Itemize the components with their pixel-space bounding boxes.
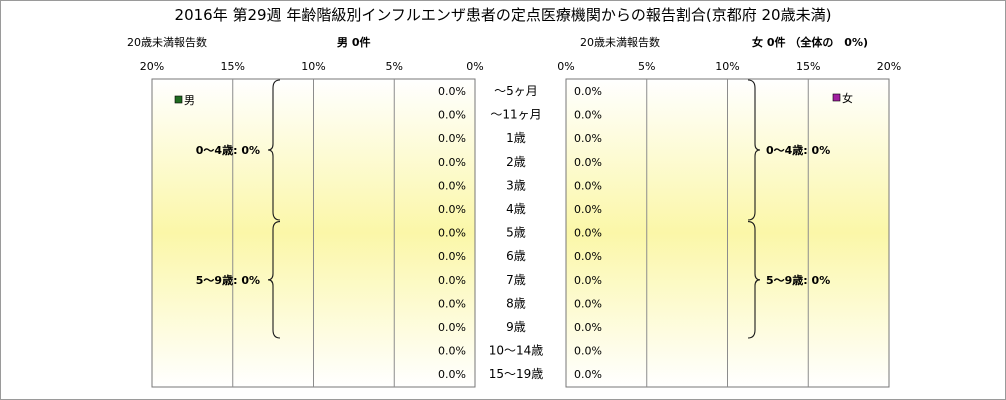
age-category-label: 10～14歳 (489, 344, 544, 358)
male-data-label: 0.0% (438, 227, 466, 240)
female-data-label: 0.0% (574, 109, 602, 122)
right-x-tick-label: 15% (796, 60, 820, 73)
age-category-label: 2歳 (506, 155, 526, 169)
left-x-tick-label: 5% (386, 60, 403, 73)
male-data-label: 0.0% (438, 203, 466, 216)
chart-title: 2016年 第29週 年齢階級別インフルエンザ患者の定点医療機関からの報告割合(… (174, 6, 832, 24)
right-age-group-brace (747, 79, 761, 221)
age-category-label: 4歳 (506, 202, 526, 216)
male-data-label: 0.0% (438, 297, 466, 310)
female-data-label: 0.0% (574, 227, 602, 240)
male-data-label: 0.0% (438, 321, 466, 334)
male-data-label: 0.0% (438, 368, 466, 381)
female-data-label: 0.0% (574, 203, 602, 216)
age-category-label: 7歳 (506, 273, 526, 287)
female-legend-label: 女 (842, 91, 853, 105)
male-data-label: 0.0% (438, 250, 466, 263)
right-x-tick-label: 20% (877, 60, 901, 73)
male-data-label: 0.0% (438, 132, 466, 145)
left-x-tick-label: 20% (140, 60, 164, 73)
age-category-label: 9歳 (506, 320, 526, 334)
male-data-label: 0.0% (438, 345, 466, 358)
left-x-tick-label: 0% (466, 60, 483, 73)
female-data-label: 0.0% (574, 132, 602, 145)
right-header: 女 0件 （全体の 0%) (752, 36, 869, 49)
female-legend-swatch (832, 93, 841, 102)
right-x-tick-label: 0% (557, 60, 574, 73)
female-data-label: 0.0% (574, 250, 602, 263)
right-age-group-brace (747, 221, 761, 339)
male-data-label: 0.0% (438, 85, 466, 98)
male-data-label: 0.0% (438, 109, 466, 122)
right-x-tick-label: 5% (638, 60, 655, 73)
right-age-group-label: 0～4歳: 0% (766, 143, 830, 157)
left-x-tick-label: 15% (221, 60, 245, 73)
female-data-label: 0.0% (574, 274, 602, 287)
female-data-label: 0.0% (574, 297, 602, 310)
right-count-label: 20歳未満報告数 (580, 36, 660, 49)
age-category-label: 5歳 (506, 226, 526, 240)
left-age-group-brace (267, 79, 281, 221)
female-data-label: 0.0% (574, 345, 602, 358)
male-legend-swatch (174, 95, 183, 104)
age-category-label: 15～19歳 (489, 367, 544, 381)
female-data-label: 0.0% (574, 85, 602, 98)
female-data-label: 0.0% (574, 179, 602, 192)
male-legend-label: 男 (184, 94, 195, 107)
age-category-label: 3歳 (506, 178, 526, 192)
left-age-group-label: 0～4歳: 0% (196, 143, 260, 157)
male-data-label: 0.0% (438, 156, 466, 169)
male-data-label: 0.0% (438, 274, 466, 287)
left-count-label: 20歳未満報告数 (127, 36, 207, 49)
age-category-label: 6歳 (506, 249, 526, 263)
age-category-label: 1歳 (506, 131, 526, 145)
female-data-label: 0.0% (574, 368, 602, 381)
female-data-label: 0.0% (574, 321, 602, 334)
age-category-label: ～11ヶ月 (490, 108, 541, 122)
left-age-group-label: 5～9歳: 0% (196, 273, 260, 287)
age-category-label: 8歳 (506, 296, 526, 310)
male-data-label: 0.0% (438, 179, 466, 192)
female-data-label: 0.0% (574, 156, 602, 169)
age-category-label: ～5ヶ月 (494, 84, 538, 98)
left-age-group-brace (267, 221, 281, 339)
left-x-tick-label: 10% (301, 60, 325, 73)
right-age-group-label: 5～9歳: 0% (766, 273, 830, 287)
left-header: 男 0件 (337, 36, 371, 49)
right-x-tick-label: 10% (715, 60, 739, 73)
